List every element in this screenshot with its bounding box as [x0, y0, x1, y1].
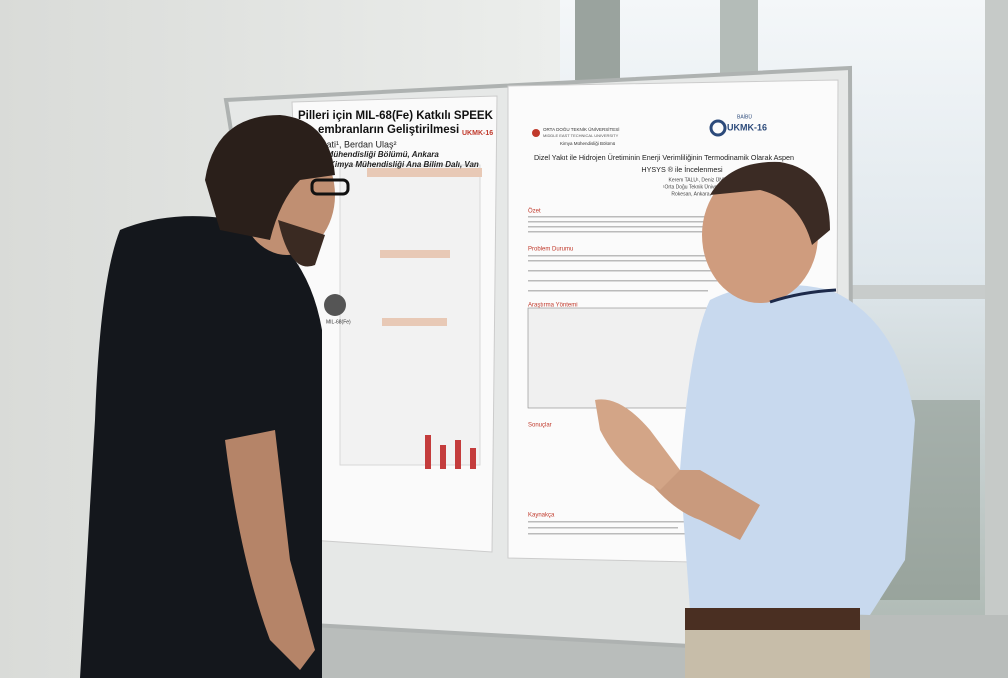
poster-affiliation: a Mühendisliği Bölümü, Ankara: [320, 150, 439, 159]
poster-affiliation: ¹Orta Doğu Teknik Üniversitesi, Ankara, …: [663, 183, 758, 190]
person-right-belt: [685, 608, 860, 634]
person-left-glasses: [310, 178, 350, 196]
person-right-trousers: [685, 630, 870, 678]
ukmk-logo: [709, 119, 727, 137]
section-heading: Sonuçlar: [528, 423, 552, 429]
poster-graph-bar: [455, 440, 461, 469]
section-heading: Kaynakça: [528, 513, 555, 519]
department: Kimya Mühendisliği Bölümü: [560, 141, 616, 146]
window-frame: [720, 0, 758, 75]
person-right-arm: [640, 470, 760, 540]
poster-affiliation: si, Kimya Mühendisliği Ana Bilim Dalı, V…: [318, 160, 479, 169]
poster-logo: UKMK-16: [462, 130, 493, 137]
poster-logo-small: BAİBÜ: [737, 113, 752, 120]
poster-image: [324, 294, 346, 316]
body-text-lines: [528, 216, 728, 535]
university-logo: [532, 129, 540, 137]
person-right-hair: [710, 161, 830, 245]
window-frame: [985, 0, 1008, 678]
poster-logo: UKMK-16: [727, 122, 767, 132]
poster-graph-bar: [470, 448, 476, 469]
poster-authors: Kerem TALU¹, Deniz ÜNER¹: [669, 176, 732, 183]
poster-affiliation: Rokesan, Ankara, Türkiye: [671, 191, 728, 197]
poster-title: HYSYS ® ile İncelenmesi: [641, 165, 723, 174]
person-right-hand: [595, 399, 680, 490]
poster-section-bar: [380, 250, 450, 258]
poster-section-bar: [367, 168, 482, 177]
person-left-hair: [205, 115, 335, 240]
poster-authors: zati¹, Berdan Ulaş²: [322, 139, 397, 149]
window-frame: [575, 0, 620, 80]
section-heading: Özet: [528, 208, 541, 215]
person-right-shirt: [680, 284, 915, 615]
person-left-beard: [278, 220, 325, 267]
section-heading: Problem Durumu: [528, 247, 573, 253]
poster-title: embranların Geliştirilmesi: [318, 124, 459, 136]
poster-title: Dizel Yakıt ile Hidrojen Üretiminin Ener…: [534, 153, 794, 162]
university-name: ORTA DOĞU TEKNİK ÜNİVERSİTESİ: [543, 126, 620, 132]
poster-figures: [339, 164, 481, 466]
person-right-lanyard: [769, 288, 837, 304]
person-left-arm: [225, 430, 315, 670]
figure-label: MIL-68(Fe): [326, 319, 351, 325]
window-frame: [850, 285, 1008, 299]
university-name-en: MIDDLE EAST TECHNICAL UNIVERSITY: [543, 133, 619, 138]
poster-title: Pilleri için MIL-68(Fe) Katkılı SPEEK: [298, 110, 494, 122]
poster-graph-bar: [440, 445, 446, 469]
section-heading: Araştırma Yöntemi: [528, 303, 578, 309]
poster-section-bar: [382, 318, 447, 326]
poster-graph-bar: [425, 435, 431, 469]
